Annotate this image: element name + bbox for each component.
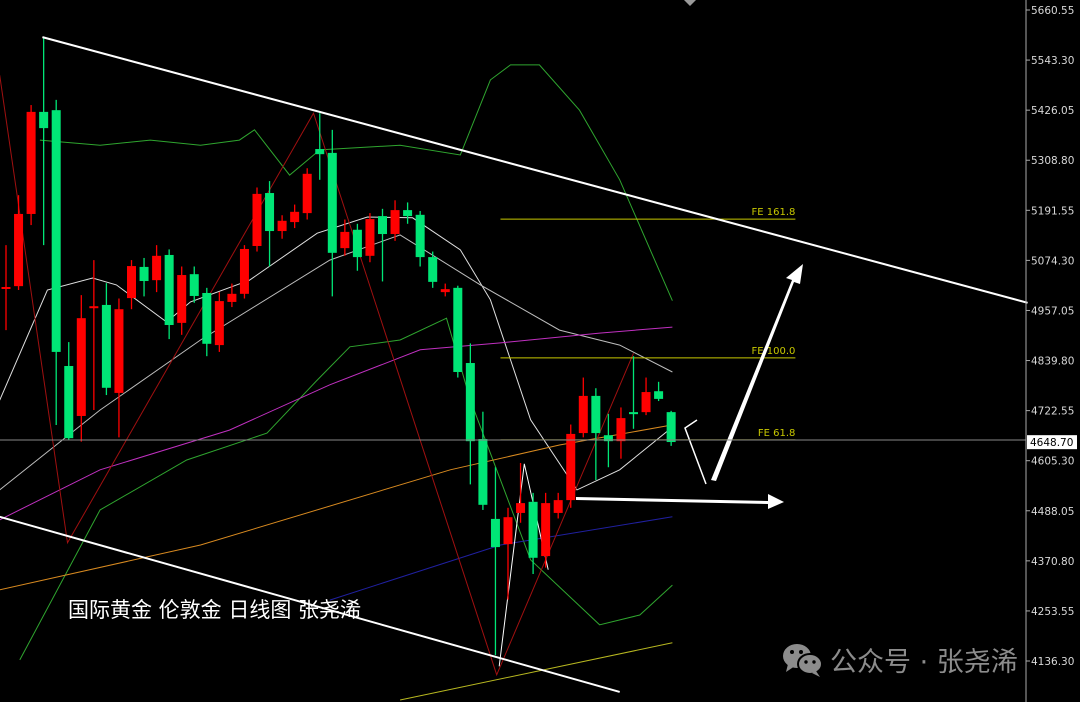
candle-body — [76, 318, 86, 416]
indicator-line — [39, 64, 673, 301]
zigzag-line — [0, 75, 634, 677]
y-tick-label: 4488.05 — [1031, 506, 1074, 518]
candle-body — [127, 266, 136, 299]
candle-body — [139, 266, 149, 282]
candle-body — [603, 435, 613, 442]
candle-body — [553, 500, 563, 513]
candle-body — [290, 211, 300, 223]
candle-body — [541, 503, 551, 557]
candle-body — [365, 219, 375, 256]
candle-body — [315, 149, 325, 155]
indicator-line — [399, 642, 673, 701]
candles — [1, 37, 676, 656]
candle-body — [189, 274, 199, 296]
candle-body — [177, 275, 187, 323]
candle-body — [465, 363, 475, 442]
current-price-label: 4648.70 — [1030, 437, 1073, 449]
candle-body — [428, 257, 438, 282]
lower-channel-trendline — [0, 515, 620, 693]
y-tick-label: 5308.80 — [1031, 155, 1074, 167]
y-tick-label: 5074.30 — [1031, 255, 1074, 267]
indicator-line — [19, 317, 673, 661]
candle-body — [415, 214, 425, 258]
candle-body — [490, 518, 500, 548]
candle-body — [578, 395, 588, 434]
fib-label: FE 100.0 — [752, 346, 796, 357]
y-tick-label: 4839.80 — [1031, 356, 1074, 368]
candle-body — [478, 439, 488, 505]
candle-body — [164, 254, 174, 326]
candle-body — [64, 366, 74, 439]
watermark: 公众号 · 张尧浠 — [782, 640, 1018, 679]
y-tick-label: 4370.80 — [1031, 556, 1074, 568]
current-price-badge — [1027, 435, 1077, 450]
indicator-line — [0, 234, 673, 491]
scroll-marker-icon[interactable] — [684, 0, 696, 6]
indicator-line — [0, 326, 673, 521]
candle-body — [528, 501, 538, 558]
y-axis-ticks: 5660.55 5543.30 5426.05 5308.80 5191.55 5074.… — [1026, 5, 1077, 668]
candle-body — [51, 110, 61, 352]
candle-body — [340, 231, 350, 249]
y-tick-label: 4957.05 — [1031, 305, 1074, 317]
candle-body — [227, 293, 237, 302]
candle-body — [152, 255, 162, 281]
fib-label: FE 61.8 — [758, 428, 796, 439]
y-tick-label: 4722.55 — [1031, 406, 1074, 418]
y-tick-label: 4136.30 — [1031, 656, 1074, 668]
candle-body — [302, 173, 312, 214]
zigzag-minor-line — [498, 463, 549, 667]
candle-body — [641, 392, 651, 413]
candle-body — [352, 229, 362, 258]
y-tick-label: 5660.55 — [1031, 5, 1074, 17]
candle-body — [265, 193, 275, 232]
candle-body — [101, 304, 111, 388]
candle-body — [516, 503, 526, 513]
candle-body — [327, 152, 337, 253]
y-tick-label: 4253.55 — [1031, 606, 1074, 618]
trendlines — [0, 36, 1028, 693]
upper-channel-trendline — [42, 36, 1028, 304]
candle-body — [277, 220, 287, 232]
right-arrow — [576, 494, 784, 509]
candle-body — [390, 210, 400, 235]
indicator-line — [329, 516, 673, 601]
candle-body — [214, 301, 224, 346]
candle-body — [566, 433, 576, 501]
candle-body — [114, 309, 124, 393]
candle-body — [503, 517, 513, 545]
candle-body — [629, 412, 638, 415]
candle-body — [89, 306, 99, 309]
indicator-lines — [0, 64, 673, 701]
y-tick-label: 5426.05 — [1031, 105, 1074, 117]
candle-body — [403, 210, 413, 217]
watermark-text: 公众号 · 张尧浠 — [830, 647, 1018, 678]
y-tick-label: 5543.30 — [1031, 55, 1074, 67]
y-tick-label: 5191.55 — [1031, 205, 1074, 217]
candle-body — [39, 111, 49, 129]
fib-label: FE 161.8 — [752, 207, 796, 218]
candle-body — [453, 287, 463, 372]
candle-body — [239, 248, 249, 294]
candle-body — [26, 111, 36, 214]
candle-body — [378, 216, 387, 235]
candle-body — [654, 391, 664, 399]
chart-title: 国际黄金 伦敦金 日线图 张尧浠 — [68, 598, 362, 622]
y-tick-label: 4605.30 — [1031, 456, 1074, 468]
down-arrow-line — [684, 419, 707, 485]
candle-body — [666, 412, 676, 443]
forecast-arrows — [576, 264, 803, 509]
up-arrow — [711, 264, 803, 481]
wechat-icon — [783, 643, 823, 677]
candle-body — [14, 213, 24, 287]
candle-body — [591, 395, 601, 434]
indicator-line — [0, 216, 673, 491]
candle-body — [616, 418, 626, 442]
candle-body — [252, 193, 262, 246]
candle-body — [1, 286, 11, 289]
candle-body — [202, 292, 212, 344]
candle-body — [440, 289, 450, 293]
